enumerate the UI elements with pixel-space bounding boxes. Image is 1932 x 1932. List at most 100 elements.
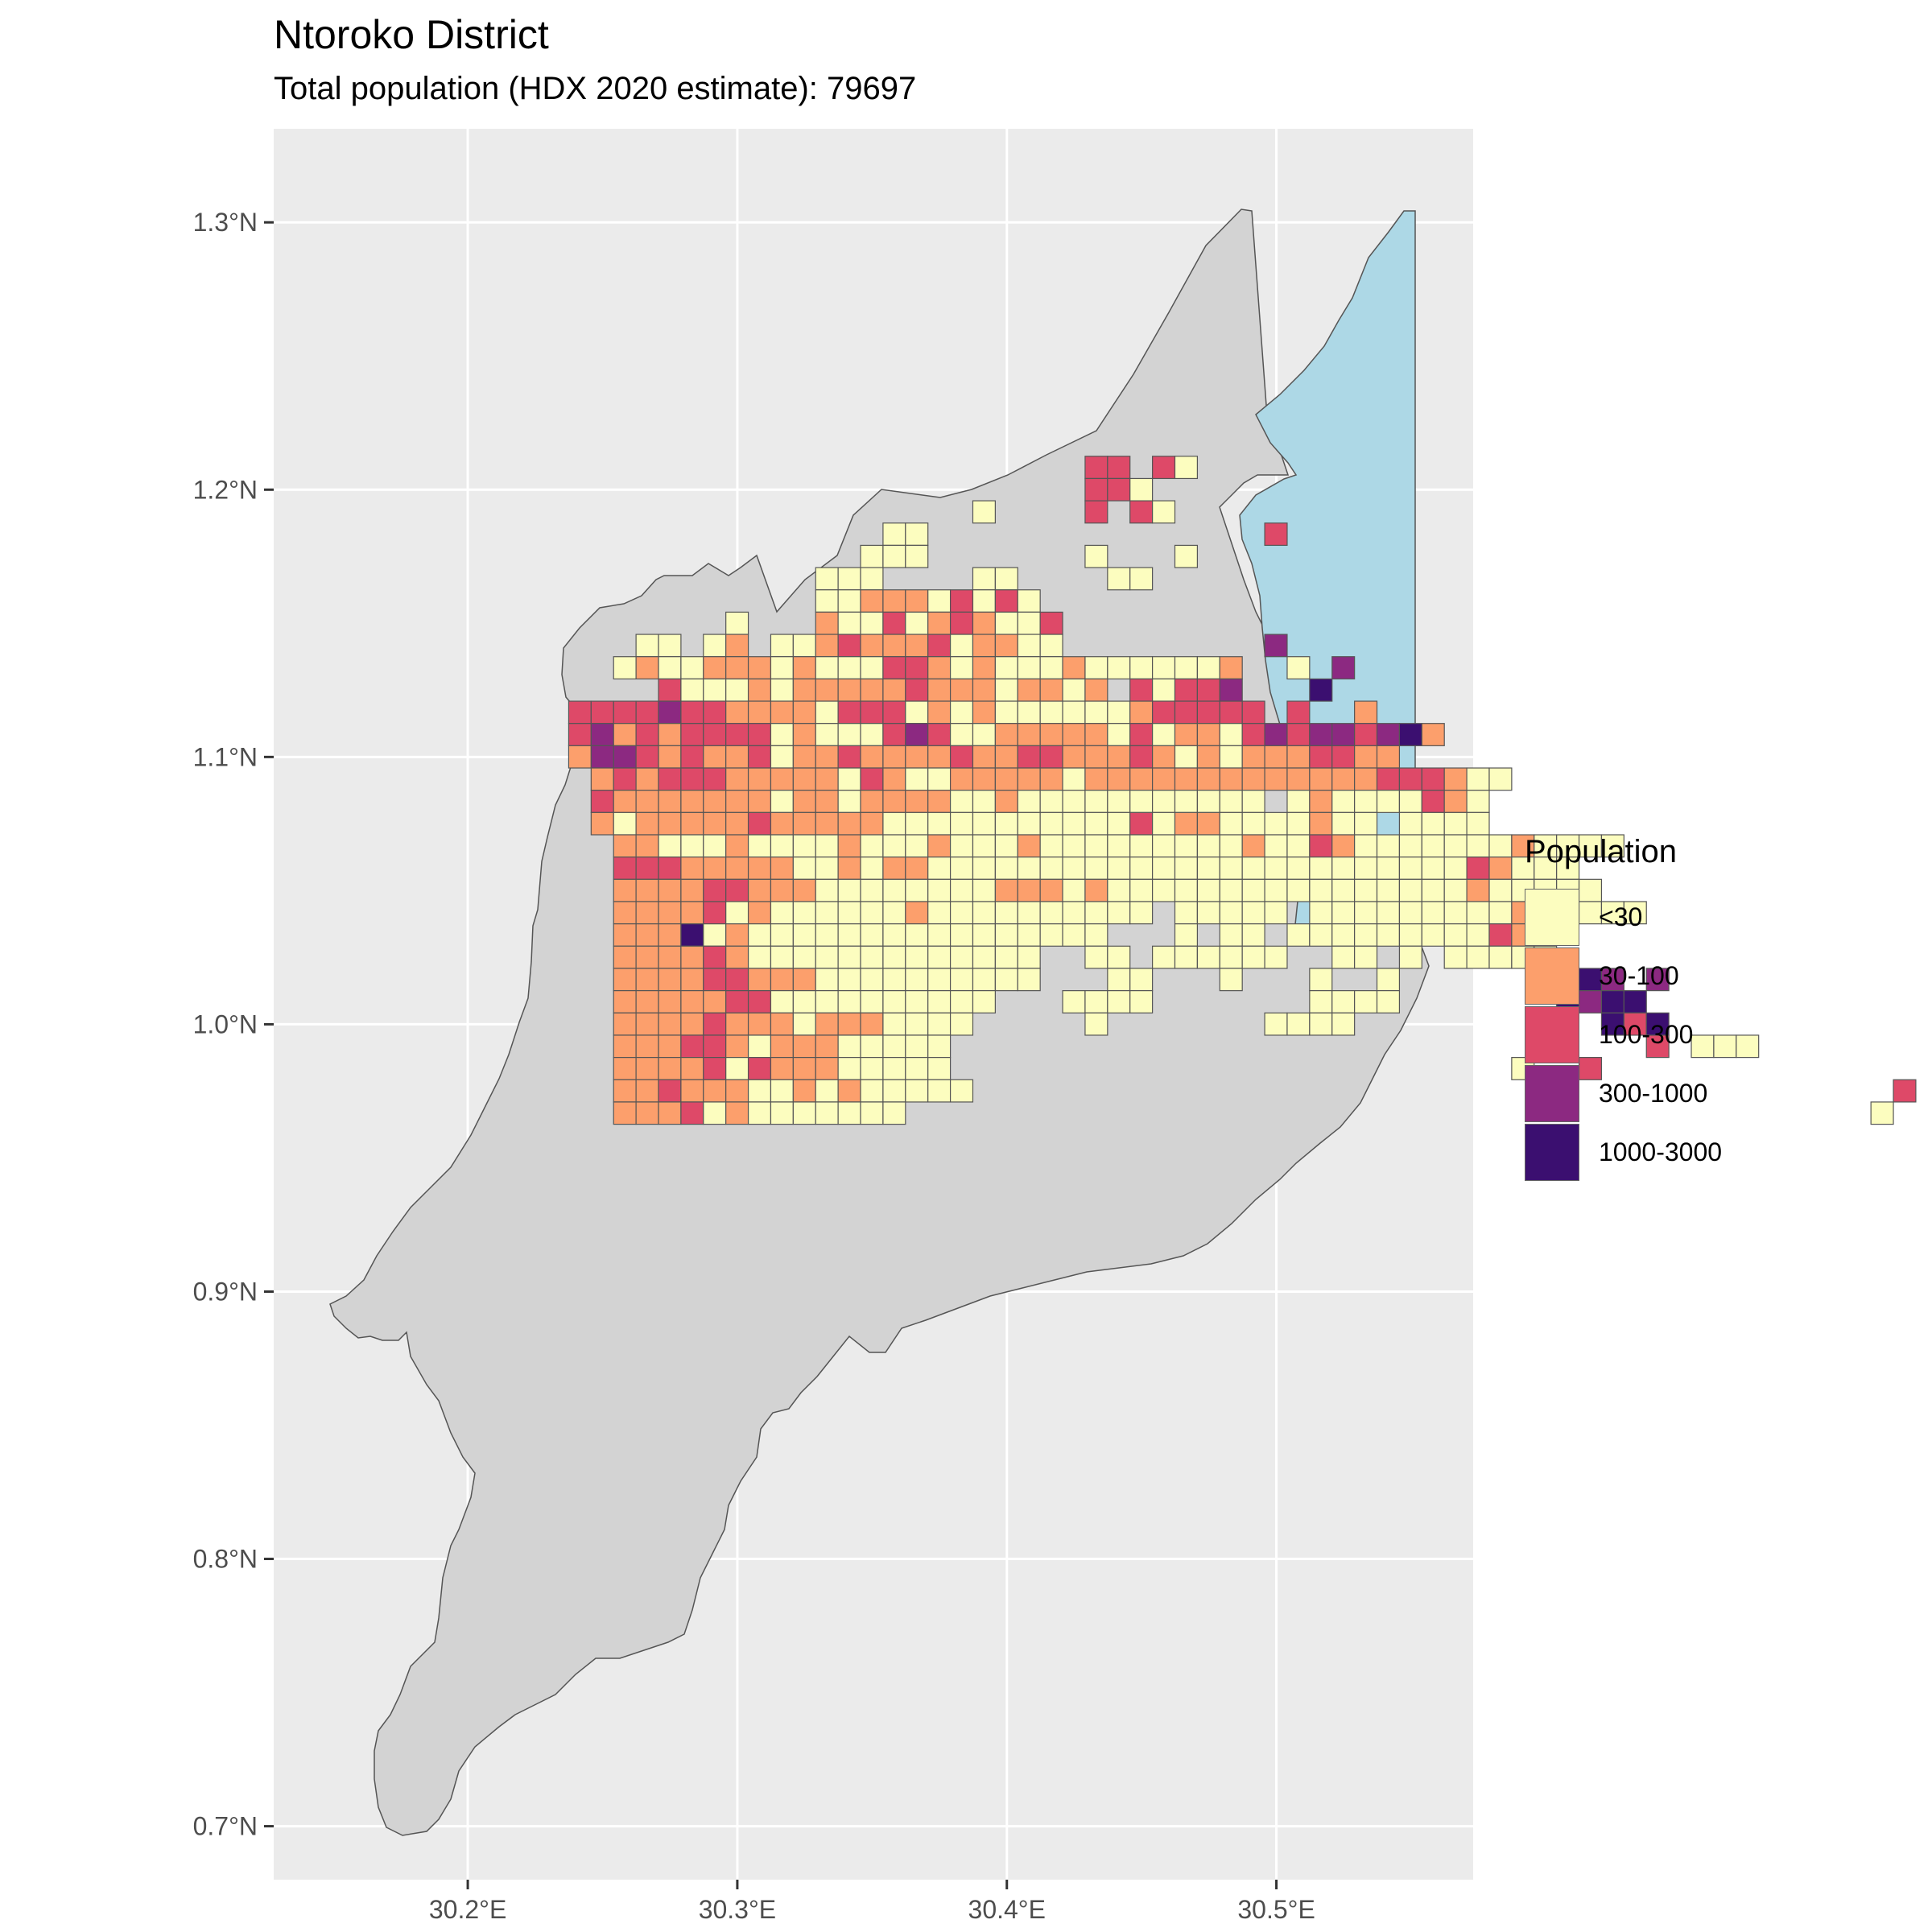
population-cell [837, 723, 861, 746]
population-cell [613, 723, 637, 746]
population-cell [1039, 811, 1063, 836]
population-cell [815, 1012, 839, 1036]
legend-item: <30 [1525, 888, 1722, 947]
map-title: Ntoroko District [274, 12, 549, 57]
population-cell [680, 700, 704, 724]
population-cell [949, 1012, 974, 1036]
population-cell [1488, 923, 1513, 947]
population-cell [972, 634, 996, 658]
population-cell [1331, 723, 1356, 746]
population-cell [882, 1079, 906, 1103]
population-cell [658, 901, 682, 925]
population-cell [860, 857, 884, 880]
population-cell [1196, 767, 1220, 791]
population-cell [1107, 968, 1131, 992]
population-cell [882, 1057, 906, 1080]
population-cell [1488, 767, 1513, 791]
population-cell [1488, 857, 1513, 880]
population-cell [905, 589, 929, 613]
population-cell [1196, 745, 1220, 769]
population-cell [972, 589, 996, 613]
population-cell [725, 611, 749, 635]
y-axis: 0.7°N 0.8°N 0.9°N 1.0°N 1.1°N 1.2°N 1.3°N [193, 208, 274, 1841]
population-cell [815, 968, 839, 992]
population-cell [703, 790, 727, 813]
population-cell [635, 1101, 659, 1125]
population-cell [747, 811, 772, 836]
population-cell [905, 878, 929, 902]
population-cell [972, 945, 996, 969]
population-cell [1443, 901, 1468, 925]
population-cell [792, 1012, 816, 1036]
population-cell [1354, 878, 1378, 902]
population-cell [1264, 745, 1288, 769]
population-cell [1466, 945, 1490, 969]
population-cell [1107, 790, 1131, 813]
population-cell [815, 1079, 839, 1103]
population-cell [613, 901, 637, 925]
population-cell [1017, 723, 1041, 746]
population-cell [905, 834, 929, 858]
population-cell [882, 857, 906, 880]
population-cell [703, 1034, 727, 1059]
population-cell [1062, 878, 1086, 902]
population-cell [613, 767, 637, 791]
population-cell [1309, 811, 1333, 836]
population-cell [972, 811, 996, 836]
population-cell [1354, 790, 1378, 813]
population-cell [680, 990, 704, 1013]
population-cell [1466, 834, 1490, 858]
population-cell [860, 811, 884, 836]
population-cell [792, 923, 816, 947]
population-cell [905, 1034, 929, 1059]
population-cell [747, 1057, 772, 1080]
population-cell [680, 811, 704, 836]
population-cell [927, 990, 952, 1013]
population-cell [1376, 901, 1401, 925]
population-cell [1219, 678, 1243, 702]
population-cell [1241, 745, 1265, 769]
population-cell [949, 634, 974, 658]
population-cell [972, 611, 996, 635]
population-cell [1286, 878, 1311, 902]
population-cell [1331, 767, 1356, 791]
population-cell [1309, 990, 1333, 1013]
population-cell [860, 878, 884, 902]
population-cell [1152, 834, 1176, 858]
legend-label: 1000-3000 [1599, 1137, 1723, 1166]
population-cell [703, 1079, 727, 1103]
legend-title: Population [1525, 834, 1678, 869]
population-cell [1107, 878, 1131, 902]
population-cell [658, 878, 682, 902]
population-cell [613, 1057, 637, 1080]
population-cell [1129, 811, 1154, 836]
population-cell [568, 723, 592, 746]
population-cell [1219, 834, 1243, 858]
population-cell [1354, 945, 1378, 969]
y-tick-label: 1.1°N [193, 742, 258, 771]
population-cell [1196, 945, 1220, 969]
population-cell [1196, 834, 1220, 858]
population-cell [837, 990, 861, 1013]
x-tick-label: 30.4°E [968, 1895, 1046, 1924]
population-cell [1152, 745, 1176, 769]
population-cell [837, 1034, 861, 1059]
population-cell [905, 1012, 929, 1036]
population-cell [1443, 923, 1468, 947]
population-cell [770, 857, 794, 880]
population-cell [792, 634, 816, 658]
population-cell [1084, 923, 1108, 947]
population-cell [1264, 1012, 1288, 1036]
population-cell [635, 857, 659, 880]
population-cell [1421, 901, 1445, 925]
population-cell [905, 990, 929, 1013]
legend-swatch [1525, 1065, 1579, 1122]
population-cell [1331, 790, 1356, 813]
population-cell [1488, 878, 1513, 902]
population-cell [635, 656, 659, 679]
population-cell [905, 790, 929, 813]
population-cell [792, 723, 816, 746]
legend-label: 100-300 [1599, 1020, 1694, 1049]
population-cell [1084, 811, 1108, 836]
population-cell [927, 945, 952, 969]
